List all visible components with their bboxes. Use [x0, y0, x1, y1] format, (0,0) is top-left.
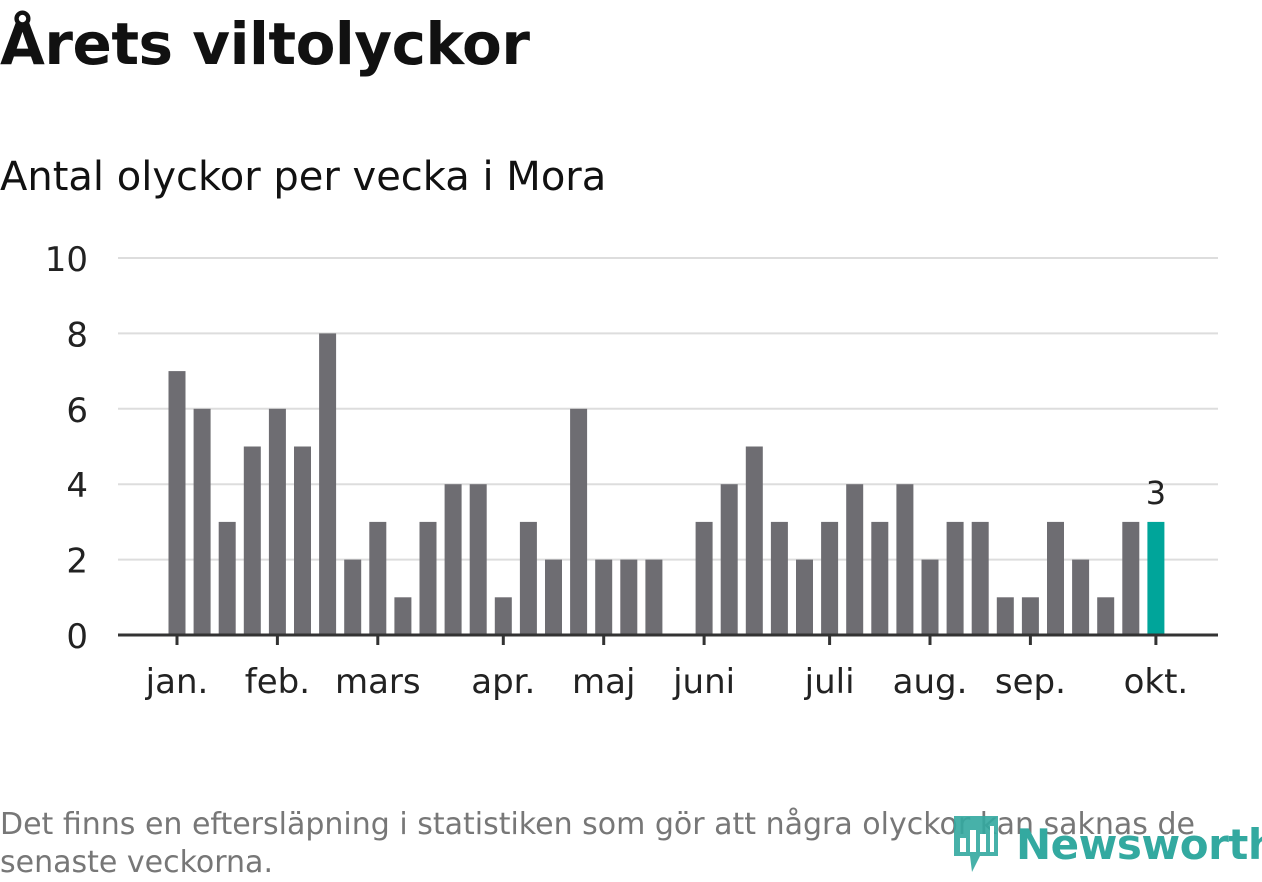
bar	[494, 597, 512, 635]
bar	[570, 408, 588, 635]
y-tick-label: 4	[66, 466, 88, 506]
x-tick-label: mars	[335, 662, 421, 702]
bar	[469, 484, 487, 635]
y-tick-label: 0	[66, 617, 88, 657]
bar	[946, 521, 964, 635]
bar	[745, 446, 763, 635]
bar	[620, 559, 638, 635]
bar	[846, 484, 864, 635]
bar	[218, 521, 236, 635]
bar	[419, 521, 437, 635]
bar	[971, 521, 989, 635]
bar	[770, 521, 788, 635]
bar	[444, 484, 462, 635]
bar	[193, 408, 211, 635]
newsworthy-logo-text: Newsworthy	[1016, 819, 1262, 869]
y-tick-label: 6	[66, 391, 88, 431]
bar	[871, 521, 889, 635]
x-tick-label: maj	[572, 662, 635, 702]
bar	[896, 484, 914, 635]
data-label: 3	[1146, 474, 1166, 512]
chart-subtitle: Antal olyckor per vecka i Mora	[0, 154, 607, 200]
y-tick-label: 8	[66, 315, 88, 355]
bar	[921, 559, 939, 635]
y-tick-label: 2	[66, 542, 88, 582]
bar-highlighted	[1147, 521, 1165, 635]
bar	[243, 446, 261, 635]
chart-title: Årets viltolyckor	[0, 10, 530, 78]
bar	[996, 597, 1014, 635]
x-tick-label: juli	[804, 662, 855, 702]
bar	[1097, 597, 1115, 635]
bar	[695, 521, 713, 635]
bar	[394, 597, 412, 635]
x-tick-label: feb.	[245, 662, 310, 702]
bar	[645, 559, 663, 635]
bar	[1047, 521, 1064, 635]
bar	[369, 521, 387, 635]
bar	[720, 484, 738, 635]
newsworthy-logo-icon	[954, 816, 998, 872]
bar	[1021, 597, 1039, 635]
x-tick-label: jan.	[145, 662, 209, 702]
x-tick-label: aug.	[893, 662, 968, 702]
bar	[294, 446, 311, 635]
bar	[319, 333, 337, 635]
x-tick-label: juni	[672, 662, 735, 702]
newsworthy-logo: Newsworthy	[950, 812, 1262, 876]
y-tick-label: 10	[45, 240, 88, 280]
bar	[344, 559, 362, 635]
bar	[168, 371, 186, 635]
bar	[1072, 559, 1090, 635]
bar	[519, 521, 537, 635]
bar	[796, 559, 813, 635]
bar	[268, 408, 286, 635]
x-tick-label: sep.	[995, 662, 1066, 702]
bar	[545, 559, 562, 635]
bar	[1122, 521, 1140, 635]
x-tick-label: apr.	[471, 662, 535, 702]
bar	[821, 521, 839, 635]
x-tick-label: okt.	[1124, 662, 1189, 702]
bar	[595, 559, 613, 635]
